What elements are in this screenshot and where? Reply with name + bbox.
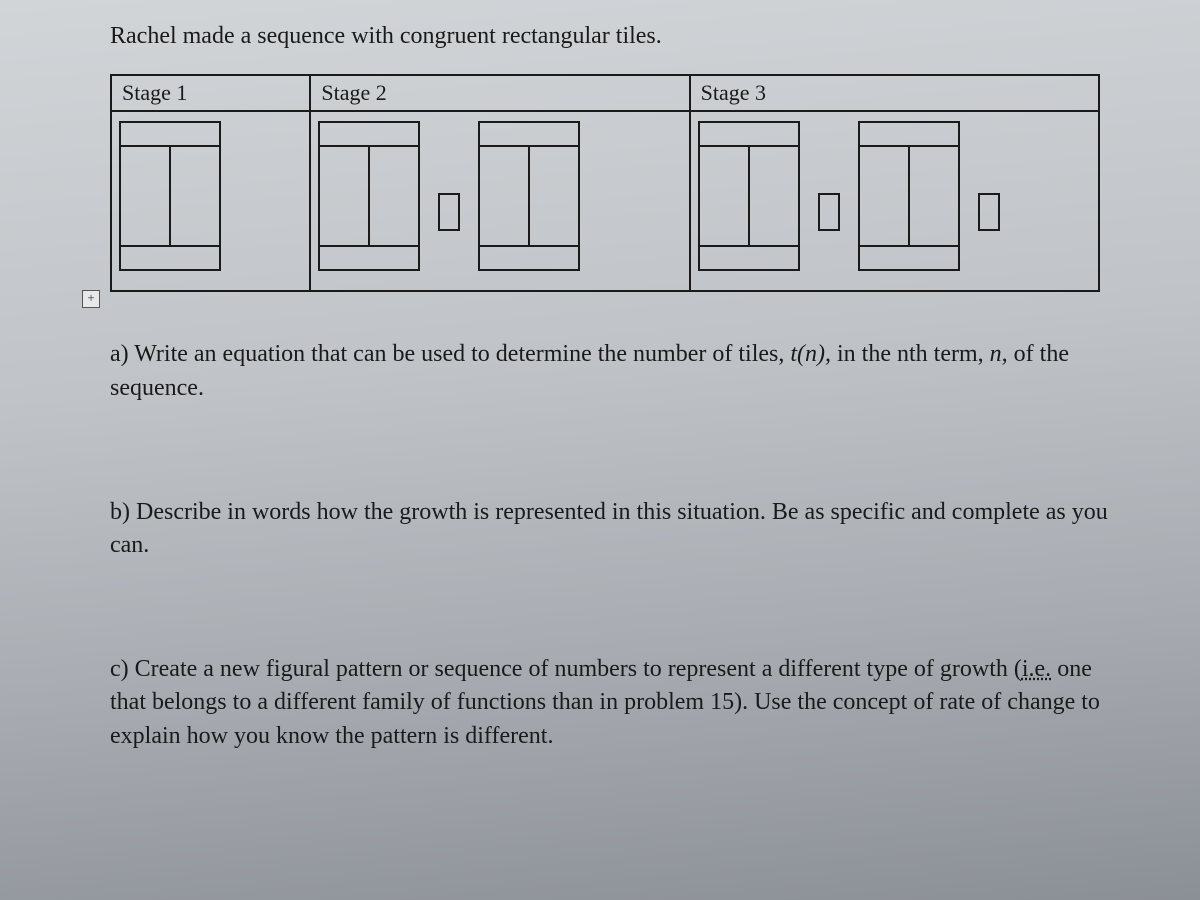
tile (478, 121, 580, 147)
tile (858, 245, 960, 271)
stage3-header: Stage 3 (690, 75, 1099, 111)
question-c: c) Create a new figural pattern or seque… (110, 653, 1110, 754)
worksheet-page: + Rachel made a sequence with congruent … (0, 0, 1200, 784)
tile (318, 121, 420, 147)
tile (368, 145, 420, 247)
stage1-figure (120, 122, 301, 270)
tile (169, 145, 221, 247)
qa-text: termine the number of tiles, (518, 341, 790, 367)
tile (858, 121, 960, 147)
tile (748, 145, 800, 247)
tile (528, 145, 580, 247)
table-row (111, 111, 1099, 291)
tile (478, 145, 530, 247)
qa-var-n: n, (990, 341, 1008, 367)
stage3-figure (699, 122, 1090, 270)
tile (119, 121, 221, 147)
tile (318, 145, 370, 247)
question-b: b) Describe in words how the growth is r… (110, 496, 1110, 563)
intro-text: Rachel made a sequence with congruent re… (110, 20, 1110, 52)
stage2-cell (310, 111, 689, 291)
stage2-header: Stage 2 (310, 75, 689, 111)
stage3-cell (690, 111, 1099, 291)
tile-unit (120, 122, 220, 270)
tile-unit (479, 122, 579, 270)
qa-text: a) Write an equation that can be used to… (110, 341, 508, 367)
qc-ie: i.e. (1022, 656, 1051, 682)
tile (698, 245, 800, 271)
tile-unit (319, 122, 419, 270)
expand-icon[interactable]: + (82, 290, 100, 308)
tile-unit (699, 122, 799, 270)
tile (119, 145, 171, 247)
tile (478, 245, 580, 271)
connector-tile (818, 193, 840, 231)
text-cursor-icon: e (508, 338, 519, 372)
question-a: a) Write an equation that can be used to… (110, 338, 1110, 405)
qc-text: c) Create a new figural pattern or seque… (110, 656, 1022, 682)
connector-tile (438, 193, 460, 231)
connector-tile (978, 193, 1000, 231)
stage2-figure (319, 122, 680, 270)
table-row: Stage 1 Stage 2 Stage 3 (111, 75, 1099, 111)
tile (858, 145, 910, 247)
tile (318, 245, 420, 271)
stages-table: Stage 1 Stage 2 Stage 3 (110, 74, 1100, 292)
tile (698, 121, 800, 147)
stage1-header: Stage 1 (111, 75, 310, 111)
qa-text: in the nth term, (831, 341, 990, 367)
stage1-cell (111, 111, 310, 291)
tile (908, 145, 960, 247)
qa-var-tn: t(n), (790, 341, 831, 367)
tile-unit (859, 122, 959, 270)
tile (119, 245, 221, 271)
tile (698, 145, 750, 247)
